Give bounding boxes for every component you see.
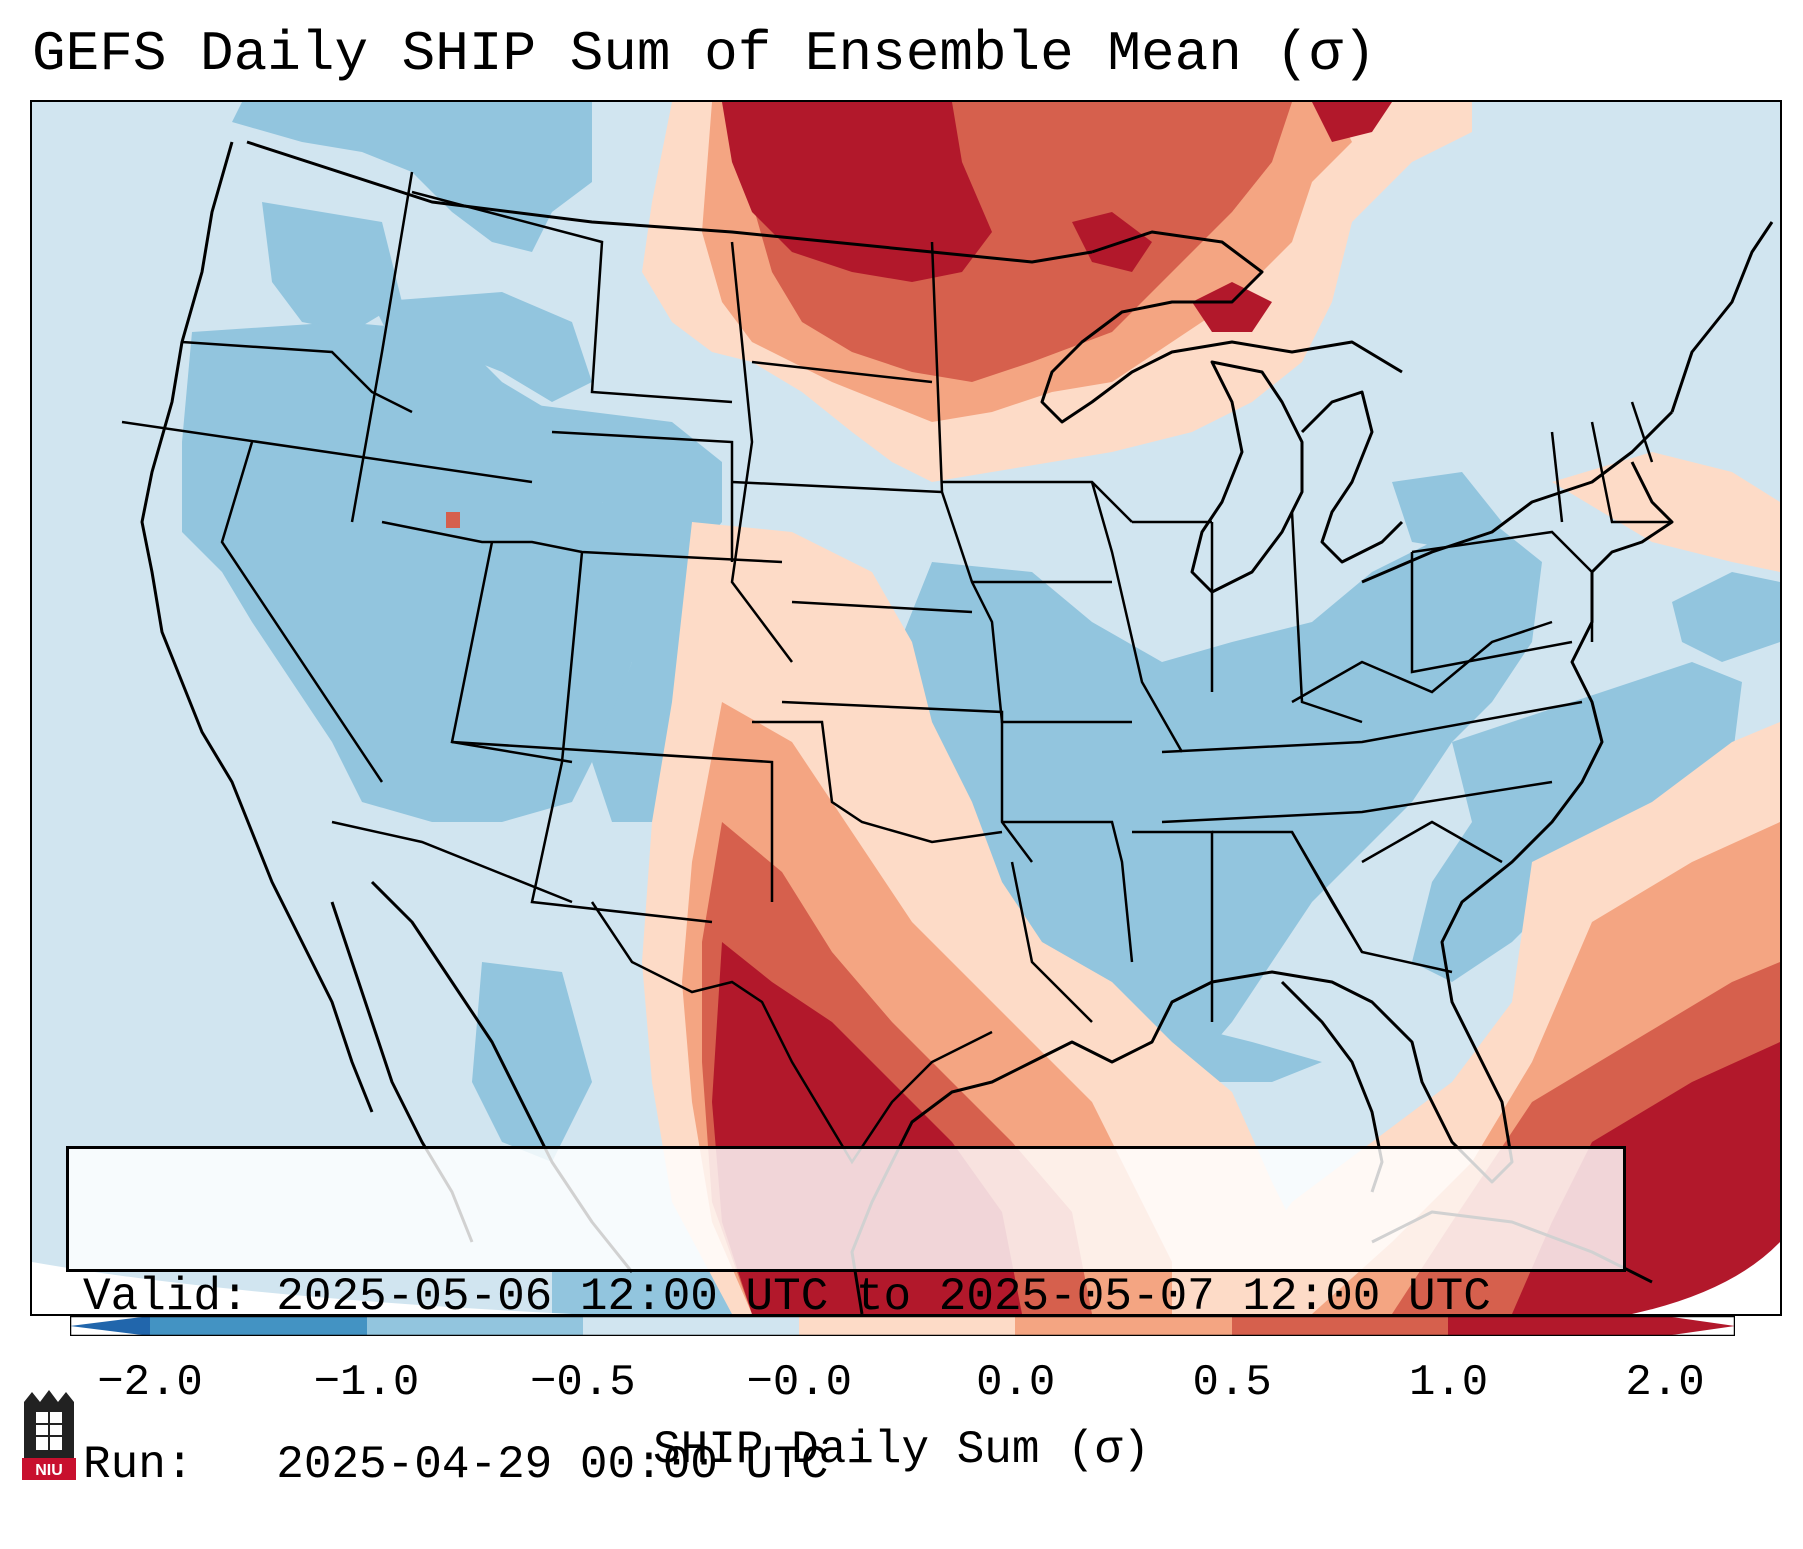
colorbar-segment xyxy=(799,1316,1015,1336)
colorbar-segment xyxy=(367,1316,583,1336)
domain-edge-left xyxy=(32,1262,572,1314)
valid-run-info-box: Valid: 2025-05-06 12:00 UTC to 2025-05-0… xyxy=(66,1146,1626,1491)
niu-logo-text: NIU xyxy=(35,1462,63,1479)
colorbar-tick-labels: −2.0 −1.0 −0.5 −0.0 0.0 0.5 1.0 2.0 xyxy=(0,1358,1803,1418)
domain-edge-right xyxy=(1632,1242,1780,1314)
colorbar-segment xyxy=(583,1316,799,1336)
colorbar xyxy=(70,1316,1735,1336)
colorbar-tick-label: 0.5 xyxy=(1192,1358,1272,1408)
colorbar-tick-label: 0.0 xyxy=(976,1358,1056,1408)
colorbar-label: SHIP Daily Sum (σ) xyxy=(653,1424,1150,1476)
state-borders xyxy=(121,171,1672,1165)
colorbar-tick-label: −0.0 xyxy=(746,1358,853,1408)
valid-time-text: Valid: 2025-05-06 12:00 UTC to 2025-05-0… xyxy=(83,1271,1491,1323)
colorbar-extend-low xyxy=(70,1316,150,1336)
colorbar-tick-label: −2.0 xyxy=(97,1358,203,1408)
colorbar-tick-label: 2.0 xyxy=(1625,1358,1705,1408)
run-time-text: Run: 2025-04-29 00:00 UTC xyxy=(83,1439,829,1491)
map-panel xyxy=(30,100,1782,1316)
colorbar-segment xyxy=(1232,1316,1448,1336)
niu-logo: NIU xyxy=(22,1390,76,1480)
colorbar-segment xyxy=(150,1316,367,1336)
colorbar-extend-high xyxy=(1665,1316,1735,1336)
colorbar-tick-label: 1.0 xyxy=(1408,1358,1489,1408)
colorbar-tick-label: −1.0 xyxy=(313,1358,420,1408)
colorbar-tick-label: −0.5 xyxy=(530,1358,636,1408)
map-title: GEFS Daily SHIP Sum of Ensemble Mean (σ) xyxy=(32,22,1377,86)
colorbar-segment xyxy=(1015,1316,1232,1336)
colorbar-segment xyxy=(1448,1316,1665,1336)
map-svg xyxy=(32,102,1780,1314)
